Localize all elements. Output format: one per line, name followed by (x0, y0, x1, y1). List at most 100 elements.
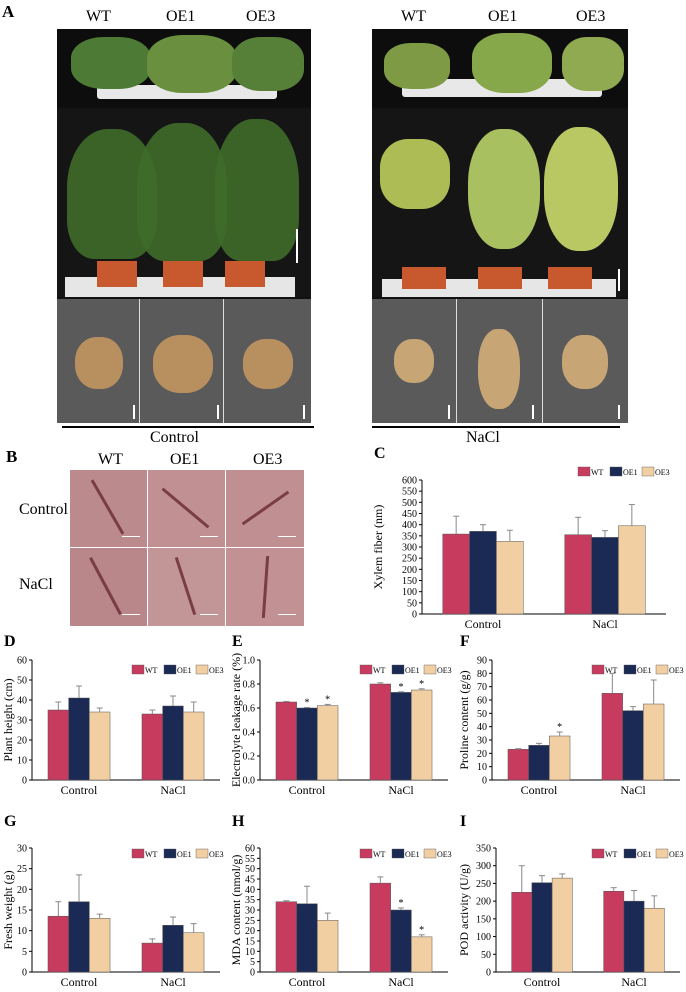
panel-b-col-oe1: OE1 (170, 451, 200, 468)
y-tick-label: 600 (402, 476, 417, 487)
micrograph-control-oe1 (148, 470, 225, 547)
legend-label-oe3: OE3 (437, 850, 452, 859)
bar-oe1-control (528, 745, 550, 781)
bar-wt-control (47, 709, 69, 781)
category-label: Control (524, 975, 561, 989)
leaf-cluster-wt (384, 43, 450, 89)
nacl-plant-photo (372, 29, 628, 423)
legend-swatch-oe3 (195, 848, 209, 859)
bar-wt-nacl (601, 693, 623, 781)
panel-b-col-wt: WT (98, 451, 123, 468)
bar-oe3-nacl (183, 711, 205, 781)
y-axis-label: Electrolyte leakage rate (%) (229, 653, 243, 787)
category-label: NaCl (160, 975, 186, 989)
legend-label-oe1: OE1 (637, 666, 652, 675)
y-tick-label: 60 (477, 696, 487, 707)
plant-oe1 (468, 129, 540, 249)
y-tick-label: 100 (402, 587, 417, 598)
y-tick-label: 50 (407, 598, 417, 609)
y-tick-label: 70 (477, 682, 487, 693)
bar-oe1-nacl (591, 537, 619, 615)
legend-label-oe3: OE3 (209, 850, 224, 859)
y-tick-label: 10 (245, 947, 255, 958)
root-wt (394, 339, 434, 383)
y-tick-label: 60 (245, 844, 255, 855)
y-tick-label: 0.0 (243, 776, 256, 787)
bar-oe3-nacl (618, 525, 646, 615)
y-tick-label: 90 (477, 656, 487, 667)
micrograph-nacl-oe1 (148, 548, 225, 626)
y-tick-label: 30 (245, 906, 255, 917)
y-tick-label: 0.2 (243, 752, 256, 763)
y-tick-label: 200 (402, 565, 417, 576)
panel-a-right-label-oe3: OE3 (576, 8, 606, 25)
y-tick-label: 80 (477, 669, 487, 680)
y-tick-label: 250 (402, 554, 417, 565)
y-tick-label: 450 (402, 509, 417, 520)
significance-mark: * (399, 898, 404, 909)
y-tick-label: 50 (477, 709, 487, 720)
bar-wt-nacl (141, 942, 163, 973)
legend-label-wt: WT (373, 666, 386, 675)
y-tick-label: 550 (402, 487, 417, 498)
bar-oe1-control (68, 901, 90, 973)
legend-label-oe3: OE3 (209, 666, 224, 675)
panel-a-letter: A (2, 2, 15, 21)
y-tick-label: 5 (250, 957, 255, 968)
legend-swatch-oe3 (423, 848, 437, 859)
pot-oe1 (163, 261, 203, 287)
bar-oe1-nacl (623, 900, 645, 973)
y-tick-label: 45 (245, 875, 255, 886)
panel-a-left-label-oe1: OE1 (166, 8, 196, 25)
y-tick-label: 0.4 (243, 728, 256, 739)
y-tick-label: 0 (412, 610, 417, 621)
legend-swatch-wt (131, 848, 145, 859)
fresh-weight-chart: G 0 5 10 15 20 25 30 Fresh weight (g) Control NaCl… (1, 813, 224, 989)
legend-swatch-oe1 (163, 848, 177, 859)
legend-label-oe1: OE1 (637, 850, 652, 859)
legend-swatch-oe3 (655, 664, 669, 675)
legend-swatch-wt (131, 664, 145, 675)
category-label: Control (521, 783, 558, 797)
y-tick-label: 150 (476, 914, 491, 925)
nacl-underline (372, 426, 620, 428)
legend-swatch-oe1 (391, 848, 405, 859)
bar-wt-nacl (603, 890, 625, 973)
pot-oe3 (548, 267, 592, 289)
bar-wt-nacl (141, 713, 163, 781)
y-tick-label: 60 (17, 656, 27, 667)
y-tick-label: 40 (17, 696, 27, 707)
legend-swatch-oe3 (655, 848, 669, 859)
y-tick-label: 300 (402, 543, 417, 554)
bar-oe1-nacl (162, 705, 184, 781)
category-label: NaCl (620, 783, 646, 797)
legend-label-wt: WT (145, 850, 158, 859)
bar-oe3-nacl (411, 689, 433, 781)
y-tick-label: 10 (17, 756, 27, 767)
bar-oe1-nacl (390, 909, 412, 973)
panel-b-letter: B (6, 447, 18, 466)
bar-wt-nacl (369, 882, 391, 973)
panel-a-left-label-oe3: OE3 (246, 8, 276, 25)
bar-oe1-control (68, 697, 90, 781)
y-tick-label: 35 (245, 895, 255, 906)
root-oe1 (153, 335, 213, 393)
bar-wt-control (442, 533, 470, 615)
y-tick-label: 15 (17, 906, 27, 917)
y-tick-label: 0 (22, 776, 27, 787)
legend-label-oe1: OE1 (405, 666, 420, 675)
y-tick-label: 0.6 (243, 704, 256, 715)
y-tick-label: 20 (477, 749, 487, 760)
legend-label-oe3: OE3 (655, 468, 670, 477)
legend-label-oe1: OE1 (177, 850, 192, 859)
category-label: NaCl (160, 783, 186, 797)
legend-swatch-wt (577, 466, 591, 477)
legend-swatch-oe1 (163, 664, 177, 675)
bar-oe3-control (89, 918, 111, 973)
y-tick-label: 20 (17, 736, 27, 747)
y-tick-label: 20 (245, 926, 255, 937)
legend-label-wt: WT (605, 850, 618, 859)
bar-oe1-control (531, 882, 553, 973)
leaf-cluster-oe3 (562, 37, 624, 91)
